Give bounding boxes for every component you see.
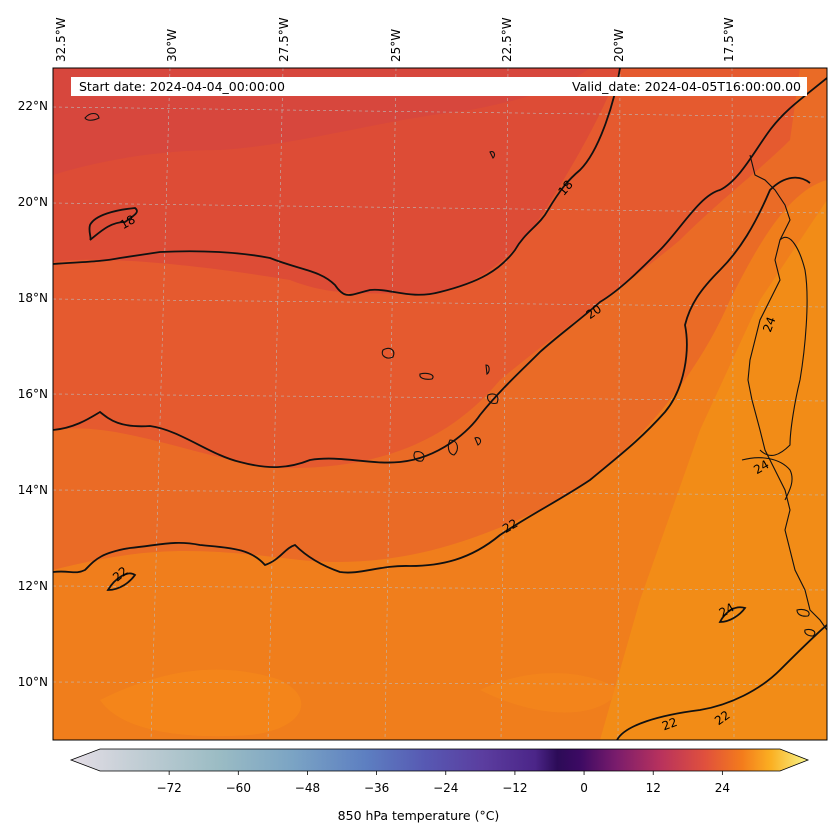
lon-label-32-5w: 32.5°W: [54, 17, 68, 62]
lon-label-17-5w: 17.5°W: [722, 17, 736, 62]
temperature-field: [53, 68, 827, 740]
lat-label-20n: 20°N: [17, 195, 48, 209]
colorbar-tick-label: −24: [433, 781, 459, 795]
lat-label-18n: 18°N: [17, 291, 48, 305]
lat-label-10n: 10°N: [17, 675, 48, 689]
contour-labels: 18 18 20 22 22 22 22 24 24 24: [110, 178, 779, 734]
contour-label: 24: [751, 457, 771, 477]
colorbar-ticks: [168, 771, 723, 775]
contour-label: 18: [118, 212, 138, 232]
lon-label-22-5w: 22.5°W: [500, 17, 514, 62]
contour-label: 22: [500, 516, 520, 536]
colorbar-tick-label: −36: [363, 781, 390, 795]
coastline: [84, 112, 827, 637]
lon-label-30w: 30°W: [165, 28, 179, 62]
colorbar-tick-label: −60: [225, 781, 251, 795]
colorbar-tick-label: 0: [580, 781, 588, 795]
date-info-bar: Start date: 2024-04-04_00:00:00 Valid_da…: [71, 77, 807, 96]
map-frame: [52, 67, 828, 741]
graticule: [53, 68, 827, 740]
colorbar-tick-label: 12: [645, 781, 661, 795]
colorbar-tick-label: −12: [502, 781, 528, 795]
lat-label-12n: 12°N: [17, 579, 48, 593]
colorbar-body: [69, 748, 810, 772]
lon-label-25w: 25°W: [389, 28, 403, 62]
colorbar: [69, 748, 810, 772]
lon-label-20w: 20°W: [612, 28, 626, 62]
colorbar-tick-label: −72: [156, 781, 182, 795]
contour-lines: [53, 68, 827, 740]
contour-label: 22: [660, 715, 679, 733]
colorbar-tick-label: −48: [294, 781, 321, 795]
lat-label-16n: 16°N: [17, 387, 48, 401]
colorbar-label: 850 hPa temperature (°C): [337, 808, 500, 823]
start-date: Start date: 2024-04-04_00:00:00: [79, 79, 285, 94]
valid-date: Valid_date: 2024-04-05T16:00:00.00: [571, 79, 801, 94]
colorbar-tick-label: 24: [714, 781, 730, 795]
contour-label: 24: [760, 315, 778, 334]
lat-label-22n: 22°N: [17, 99, 48, 113]
lon-label-27-5w: 27.5°W: [277, 17, 291, 62]
contour-label: 24: [717, 600, 737, 620]
lat-label-14n: 14°N: [17, 483, 48, 497]
